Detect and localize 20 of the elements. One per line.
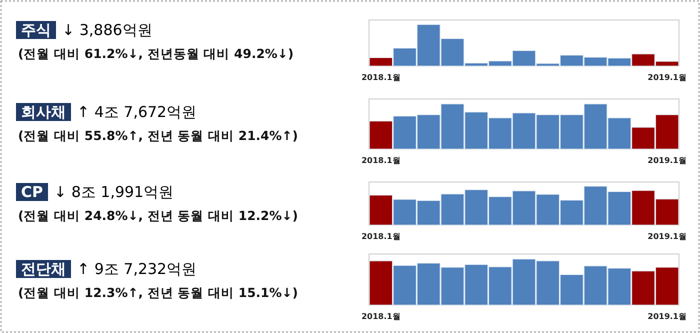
text: (전월 대비 24.8%↓, 전년 동월 대비 12.2%↓) <box>18 208 298 223</box>
text: ↑ 9조 7,232억원 <box>77 260 197 278</box>
x-tick-label: 2018.1월 <box>361 232 400 241</box>
x-tick-label: 2019.1월 <box>648 156 687 165</box>
x-tick-label: 2018.1월 <box>361 156 400 165</box>
text: (전월 대비 61.2%↓, 전년동월 대비 49.2%↓) <box>18 46 294 61</box>
text: ↓ 3,886억원 <box>62 21 152 39</box>
text: 전단채 <box>21 260 66 278</box>
text: (전월 대비 55.8%↑, 전년 동월 대비 21.4%↑) <box>18 128 298 143</box>
x-tick-label: 2019.1월 <box>648 232 687 241</box>
x-tick-label: 2018.1월 <box>361 312 400 321</box>
text: CP <box>21 183 44 201</box>
text: ↑ 4조 7,672억원 <box>77 103 197 121</box>
text: 회사채 <box>21 103 66 121</box>
x-tick-label: 2019.1월 <box>648 312 687 321</box>
text: (전월 대비 12.3%↑, 전년 동월 대비 15.1%↓) <box>18 285 298 300</box>
x-tick-label: 2018.1월 <box>361 73 400 82</box>
x-tick-label: 2019.1월 <box>648 73 687 82</box>
text: ↓ 8조 1,991억원 <box>54 183 174 201</box>
text: 주식 <box>21 21 51 39</box>
